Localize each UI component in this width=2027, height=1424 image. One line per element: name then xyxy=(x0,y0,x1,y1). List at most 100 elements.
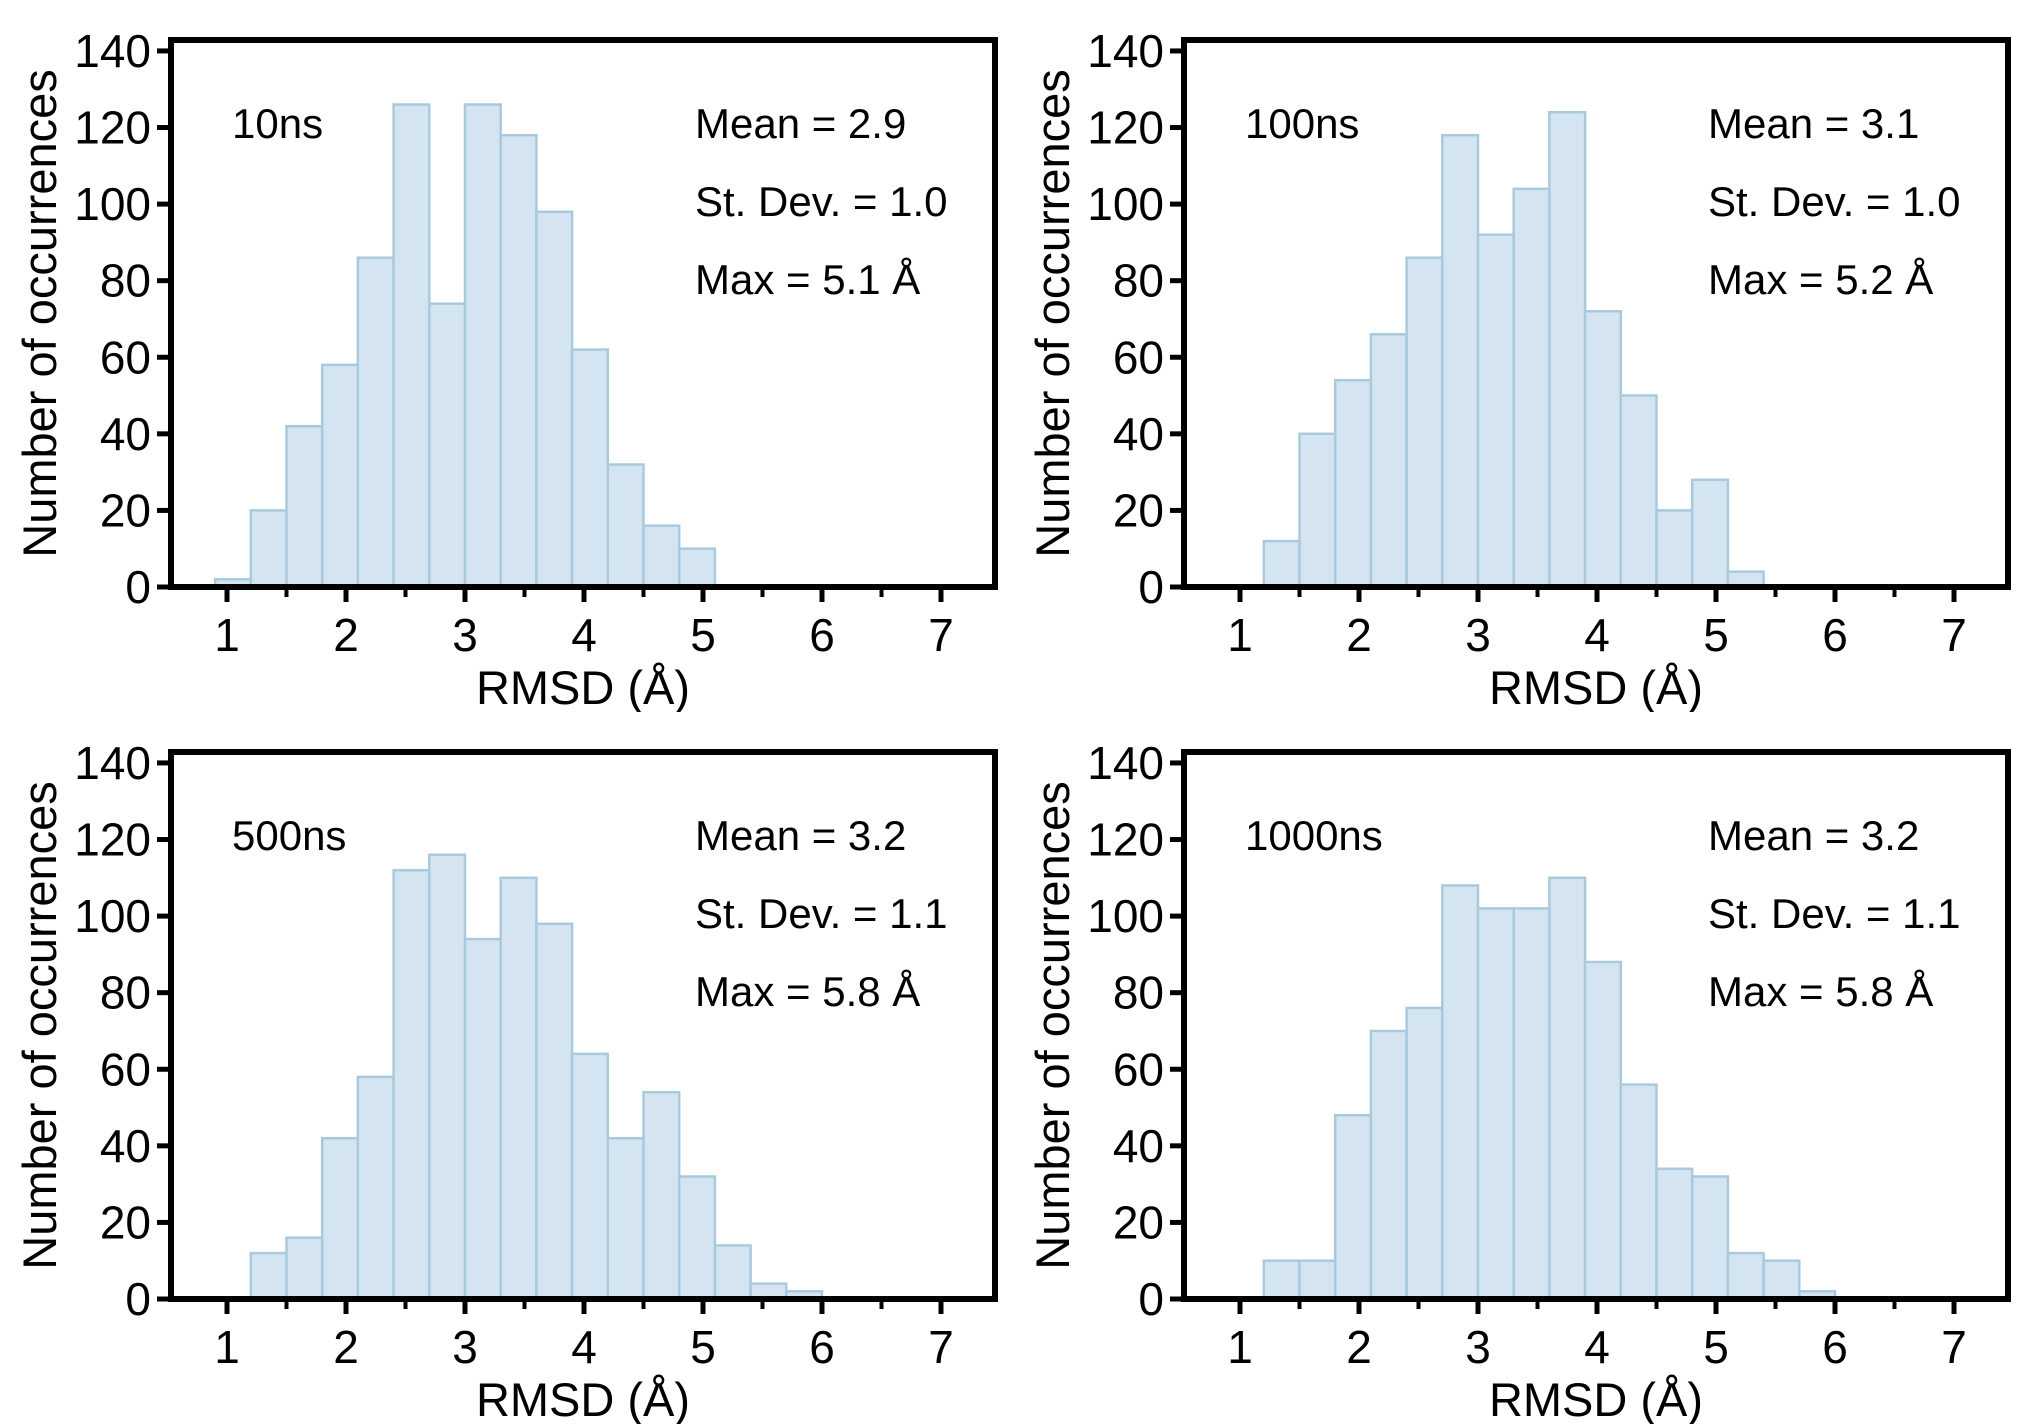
histogram-bar xyxy=(463,937,502,1301)
x-tick-label: 2 xyxy=(333,1321,359,1373)
x-axis-title: RMSD (Å) xyxy=(476,1373,690,1424)
x-tick-label: 7 xyxy=(1941,1321,1967,1373)
histogram-bar xyxy=(1583,310,1623,589)
x-axis-ticks: 1 2 3 4 5 6 7 xyxy=(1227,1302,1967,1373)
plot-frame xyxy=(1181,37,2011,590)
histogram-bar xyxy=(1762,1259,1801,1301)
y-tick-label: 80 xyxy=(100,967,151,1019)
histogram-bar xyxy=(606,1136,645,1301)
y-tick-label: 0 xyxy=(1138,561,1164,613)
y-tick-label: 100 xyxy=(1087,178,1164,230)
histogram-bar xyxy=(1512,187,1551,589)
y-tick-label: 80 xyxy=(1113,967,1164,1019)
histogram-bars xyxy=(213,103,717,589)
histogram-bar xyxy=(1298,432,1337,589)
x-tick-label: 7 xyxy=(928,609,954,661)
x-tick-label: 4 xyxy=(571,609,597,661)
histogram-bar xyxy=(570,348,610,589)
histogram-bar xyxy=(713,1244,752,1301)
mean-annotation: Mean = 3.1 xyxy=(1708,100,1920,147)
histogram-bar xyxy=(1369,333,1408,589)
histogram-bar xyxy=(1655,1167,1694,1301)
histogram-plot-1000ns: 1 2 3 4 5 6 7 0 20 40 60 80 100 120 140 RMSD (Å) Number … xyxy=(1026,737,2011,1424)
y-tick-label: 40 xyxy=(1113,1120,1164,1172)
x-tick-label: 3 xyxy=(452,609,478,661)
y-axis-title: Number of occurrences xyxy=(13,69,66,557)
y-tick-label: 0 xyxy=(125,561,151,613)
histogram-bar xyxy=(1619,1083,1658,1301)
x-tick-label: 1 xyxy=(214,609,240,661)
x-tick-label: 6 xyxy=(1822,609,1848,661)
y-tick-label: 120 xyxy=(1087,102,1164,154)
stdev-annotation: St. Dev. = 1.0 xyxy=(1708,178,1961,225)
y-axis-title: Number of occurrences xyxy=(1026,69,1079,557)
panel-1000ns: 1 2 3 4 5 6 7 0 20 40 60 80 100 120 140 RMSD (Å) Number … xyxy=(1013,712,2027,1424)
x-tick-label: 4 xyxy=(571,1321,597,1373)
simulation-time-label: 1000ns xyxy=(1245,812,1383,859)
histogram-bar xyxy=(1441,884,1480,1301)
panel-100ns: 1 2 3 4 5 6 7 0 20 40 60 80 100 120 140 RMSD (Å) Number … xyxy=(1013,0,2027,712)
plot-frame xyxy=(168,37,998,590)
y-tick-label: 40 xyxy=(1113,408,1164,460)
histogram-bar xyxy=(677,547,717,589)
x-tick-label: 3 xyxy=(1465,609,1491,661)
mean-annotation: Mean = 2.9 xyxy=(695,100,907,147)
y-tick-label: 120 xyxy=(74,102,151,154)
histogram-bar xyxy=(1548,876,1587,1301)
x-tick-label: 1 xyxy=(214,1321,240,1373)
y-tick-label: 0 xyxy=(125,1273,151,1325)
histogram-bar xyxy=(499,133,538,589)
x-tick-label: 6 xyxy=(1822,1321,1848,1373)
histogram-bar xyxy=(1262,539,1301,589)
simulation-time-label: 500ns xyxy=(232,812,347,859)
histogram-bar xyxy=(1441,133,1480,589)
histogram-bar xyxy=(249,509,288,589)
x-tick-label: 6 xyxy=(809,1321,835,1373)
mean-annotation: Mean = 3.2 xyxy=(695,812,907,859)
histogram-bar xyxy=(428,302,467,589)
histogram-bars xyxy=(1262,110,1765,589)
x-tick-label: 3 xyxy=(1465,1321,1491,1373)
x-tick-label: 2 xyxy=(333,609,359,661)
histogram-bar xyxy=(606,463,645,589)
histogram-bar xyxy=(428,853,467,1301)
x-tick-label: 7 xyxy=(1941,609,1967,661)
y-tick-label: 20 xyxy=(1113,1196,1164,1248)
x-tick-label: 1 xyxy=(1227,609,1253,661)
x-axis-title: RMSD (Å) xyxy=(1489,661,1703,712)
histogram-bar xyxy=(356,1075,395,1301)
max-annotation: Max = 5.2 Å xyxy=(1708,256,1934,303)
histogram-bar xyxy=(1619,394,1658,589)
histogram-bar xyxy=(642,524,681,589)
stdev-annotation: St. Dev. = 1.1 xyxy=(695,890,948,937)
histogram-bar xyxy=(320,363,360,589)
max-annotation: Max = 5.1 Å xyxy=(695,256,921,303)
y-tick-label: 140 xyxy=(74,25,151,77)
histogram-bar xyxy=(642,1090,681,1301)
histogram-bar xyxy=(1726,1251,1765,1301)
histogram-bar xyxy=(1476,233,1515,589)
y-tick-label: 100 xyxy=(74,178,151,230)
histogram-plot-100ns: 1 2 3 4 5 6 7 0 20 40 60 80 100 120 140 RMSD (Å) Number … xyxy=(1026,25,2011,712)
x-tick-label: 1 xyxy=(1227,1321,1253,1373)
y-tick-label: 120 xyxy=(74,814,151,866)
histogram-plot-500ns: 1 2 3 4 5 6 7 0 20 40 60 80 100 120 140 RMSD (Å) Number … xyxy=(13,737,998,1424)
max-annotation: Max = 5.8 Å xyxy=(1708,968,1934,1015)
histogram-bar xyxy=(285,424,324,589)
histogram-bar xyxy=(1690,1175,1730,1301)
x-tick-label: 2 xyxy=(1346,1321,1372,1373)
y-tick-label: 20 xyxy=(100,484,151,536)
histogram-bar xyxy=(249,1251,288,1301)
y-tick-label: 60 xyxy=(100,1043,151,1095)
histogram-bar xyxy=(570,1052,610,1301)
histogram-bar xyxy=(1333,1113,1373,1301)
y-tick-label: 80 xyxy=(1113,255,1164,307)
x-axis-title: RMSD (Å) xyxy=(476,661,690,712)
y-axis-ticks: 0 20 40 60 80 100 120 140 xyxy=(74,25,168,613)
x-axis-ticks: 1 2 3 4 5 6 7 xyxy=(214,1302,954,1373)
histogram-plot-10ns: 1 2 3 4 5 6 7 0 20 40 60 80 100 120 140 RMSD (Å) Number … xyxy=(13,25,998,712)
histogram-bar xyxy=(499,876,538,1301)
histogram-bar xyxy=(535,922,574,1301)
histogram-bars xyxy=(249,853,824,1301)
